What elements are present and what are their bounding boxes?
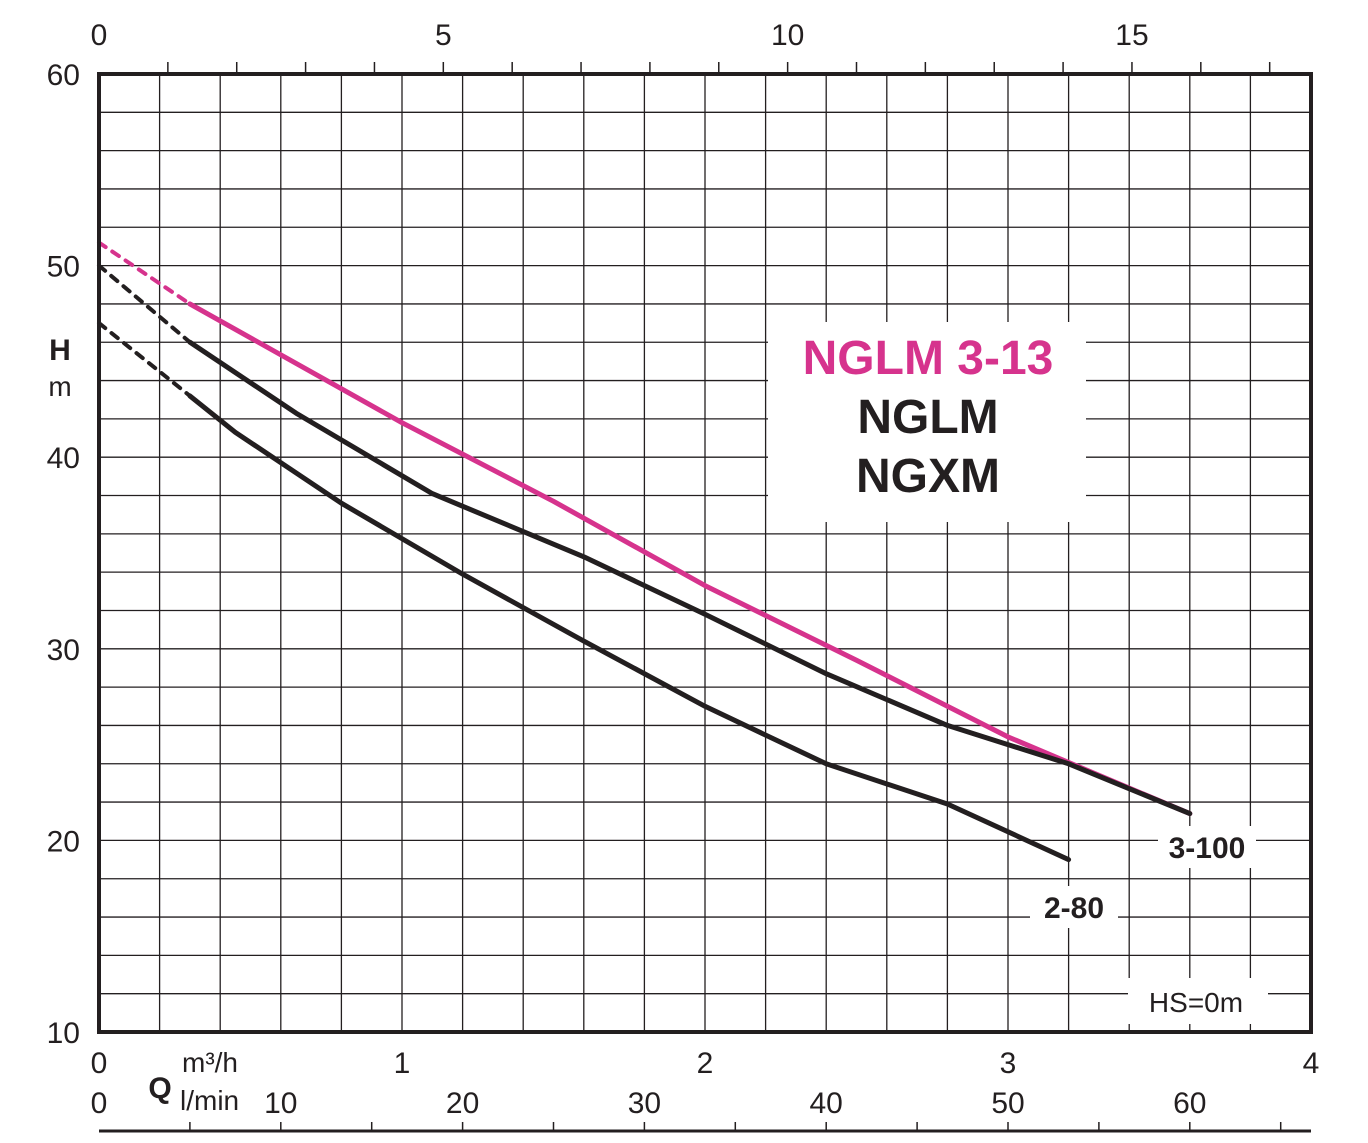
x-axis-q-label: Q xyxy=(148,1072,171,1105)
x-axis-m3h-unit: m³/h xyxy=(182,1047,238,1078)
x-tick-label-lmin: 10 xyxy=(264,1087,297,1120)
top-axis-tick-label: 10 xyxy=(771,19,804,52)
x-tick-label-m3h: 0 xyxy=(91,1047,108,1080)
top-axis-tick-label: 5 xyxy=(435,19,452,52)
series-2-dashed-segment xyxy=(97,321,192,398)
y-tick-label: 40 xyxy=(47,442,80,475)
x-tick-label-m3h: 4 xyxy=(1303,1047,1320,1080)
y-tick-label: 10 xyxy=(47,1017,80,1050)
series-0-dashed-segment xyxy=(97,240,192,306)
series-label-3-100: 3-100 xyxy=(1169,832,1246,865)
x-tick-label-lmin: 30 xyxy=(628,1087,661,1120)
suction-height-note: HS=0m xyxy=(1149,987,1243,1018)
x-tick-label-m3h: 2 xyxy=(697,1047,714,1080)
series-label-bg-2-80 xyxy=(1030,886,1118,928)
top-axis-tick-label: 0 xyxy=(91,19,108,52)
y-tick-label: 20 xyxy=(47,825,80,858)
series-2-curve xyxy=(187,393,1072,863)
note-box xyxy=(1128,978,1268,1024)
y-axis-label: H xyxy=(49,334,71,367)
title-box xyxy=(768,322,1086,522)
series-0-curve xyxy=(187,301,1193,817)
x-tick-label-m3h: 1 xyxy=(394,1047,411,1080)
performance-curves xyxy=(97,240,1193,863)
x-tick-label-m3h: 3 xyxy=(1000,1047,1017,1080)
plot-frame xyxy=(97,72,1313,1034)
series-1-curve xyxy=(187,339,1193,817)
series-label-2-80: 2-80 xyxy=(1044,892,1104,925)
chart-title-line-1: NGLM 3-13 xyxy=(803,332,1054,385)
chart-title-line-3: NGXM xyxy=(856,450,1000,503)
x-tick-label-lmin: 50 xyxy=(991,1087,1024,1120)
series-label-bg-3-100 xyxy=(1158,826,1256,868)
x-tick-label-lmin: 0 xyxy=(91,1087,108,1120)
y-tick-label: 30 xyxy=(47,634,80,667)
x-axis-lmin-unit: l/min xyxy=(180,1085,239,1116)
series-1-dashed-segment xyxy=(97,263,192,345)
grid xyxy=(99,74,1311,1032)
y-tick-label: 50 xyxy=(47,251,80,284)
y-axis-unit: m xyxy=(48,371,71,402)
x-tick-label-lmin: 40 xyxy=(810,1087,843,1120)
top-axis-tick-label: 15 xyxy=(1115,19,1148,52)
x-tick-label-lmin: 20 xyxy=(446,1087,479,1120)
y-tick-label: 60 xyxy=(47,59,80,92)
chart-title-line-2: NGLM xyxy=(857,391,998,444)
x-tick-label-lmin: 60 xyxy=(1173,1087,1206,1120)
